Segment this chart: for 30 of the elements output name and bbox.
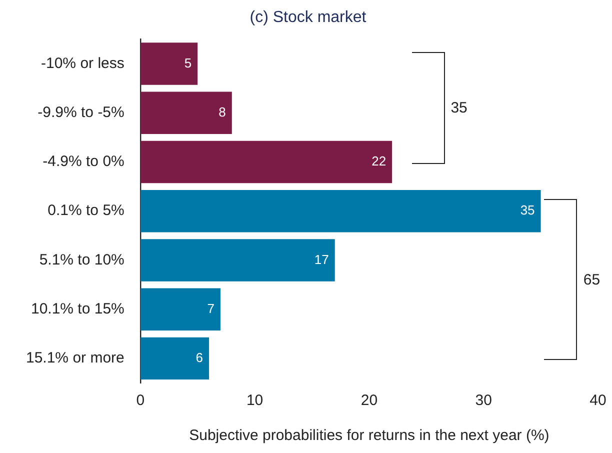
data-label: 7 (207, 300, 214, 316)
y-tick-label: -9.9% to -5% (38, 104, 124, 122)
y-tick-label: -4.9% to 0% (42, 153, 124, 170)
data-label: 6 (196, 350, 204, 366)
bar (140, 239, 335, 282)
annotation: 35 (450, 99, 468, 116)
x-tick-label: 40 (590, 392, 606, 410)
y-tick-label: 15.1% or more (26, 350, 124, 367)
data-label: 8 (218, 104, 226, 120)
bar (140, 337, 210, 380)
annotation: 65 (583, 271, 600, 288)
y-tick-label: -10% or less (41, 54, 124, 72)
bar (140, 140, 392, 184)
data-label: 17 (314, 252, 329, 267)
y-tick-label: 5.1% to 10% (39, 251, 124, 268)
bar (140, 92, 232, 134)
x-tick-label: 10 (246, 392, 264, 410)
bar (140, 190, 541, 232)
y-tick-label: 10.1% to 15% (30, 300, 124, 318)
data-label: 5 (184, 55, 192, 70)
bar (140, 288, 220, 330)
y-tick-label: 0.1% to 5% (48, 202, 124, 220)
x-tick-label: 30 (475, 392, 492, 410)
data-label: 22 (372, 154, 386, 169)
x-tick-label: 0 (136, 392, 145, 410)
x-axis-title: Subjective probabilities for returns in the next year (%) (189, 427, 550, 444)
bar (140, 42, 198, 85)
chart-title: (c) Stock market (250, 9, 367, 26)
x-tick-label: 20 (360, 392, 378, 410)
data-label: 35 (520, 202, 535, 218)
